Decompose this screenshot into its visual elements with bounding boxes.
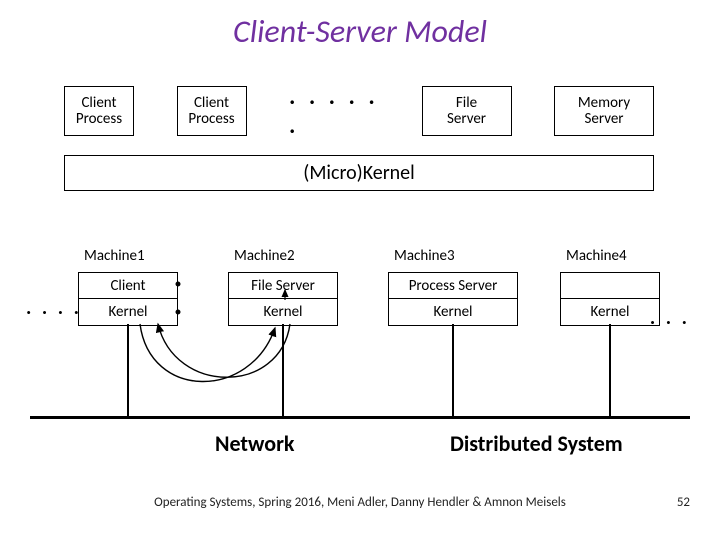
- machine-1-row-1: Kernel: [229, 299, 337, 325]
- network-label: Network: [215, 430, 294, 457]
- microkernel-box: (Micro)Kernel: [64, 155, 654, 191]
- machine-network-svg: [0, 0, 720, 540]
- machine-label-1: Machine2: [234, 247, 295, 265]
- machine-label-2: Machine3: [394, 247, 455, 265]
- top-box-0: ClientProcess: [64, 86, 134, 136]
- footer-text: Operating Systems, Spring 2016, Meni Adl…: [0, 495, 720, 510]
- machine-label-0: Machine1: [84, 247, 145, 265]
- right-ellipsis: . . .: [650, 306, 690, 330]
- distributed-system-label: Distributed System: [450, 430, 623, 457]
- page-title: Client-Server Model: [0, 12, 720, 51]
- machine-0-row-0: Client: [79, 273, 177, 299]
- top-box-1: ClientProcess: [177, 86, 247, 136]
- top-ellipsis: . . . . . .: [289, 86, 379, 136]
- left-ellipsis: . . . .: [26, 296, 82, 320]
- machine-3-row-0: [561, 273, 659, 299]
- network-line: [30, 416, 690, 419]
- machine-label-3: Machine4: [566, 247, 627, 265]
- top-box-4: MemoryServer: [554, 86, 654, 136]
- machine-1-row-0: File Server: [229, 273, 337, 299]
- machine-box-0: ClientKernel: [78, 272, 178, 326]
- machine-2-row-1: Kernel: [389, 299, 517, 325]
- top-process-row: ClientProcess ClientProcess . . . . . . Fil…: [64, 86, 654, 136]
- machine-box-3: Kernel: [560, 272, 660, 326]
- machine-3-row-1: Kernel: [561, 299, 659, 325]
- machine-box-2: Process ServerKernel: [388, 272, 518, 326]
- machine-0-row-1: Kernel: [79, 299, 177, 325]
- slide-number: 52: [677, 495, 690, 510]
- microkernel-label: (Micro)Kernel: [303, 161, 414, 185]
- machine-box-1: File ServerKernel: [228, 272, 338, 326]
- top-box-3: FileServer: [422, 86, 512, 136]
- machine-2-row-0: Process Server: [389, 273, 517, 299]
